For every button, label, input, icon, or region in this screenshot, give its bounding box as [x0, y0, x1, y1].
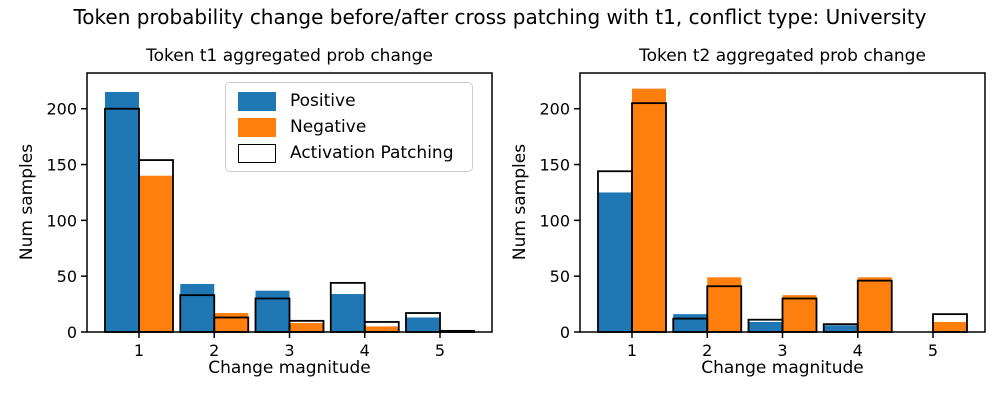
- subplot-t1-yaxis-label: Num samples: [17, 143, 37, 261]
- subplot-t2-xaxis-label: Change magnitude: [701, 358, 864, 378]
- y-tick-label: 200: [539, 100, 570, 119]
- bar-positive: [105, 91, 139, 332]
- legend: Positive Negative Activation Patching: [225, 82, 473, 172]
- x-tick-label: 3: [777, 341, 787, 360]
- bar-positive: [598, 192, 632, 332]
- bar-positive: [255, 290, 290, 332]
- y-tick-label: 200: [46, 100, 77, 119]
- y-tick-label: 50: [550, 267, 570, 286]
- legend-label-activation-patching: Activation Patching: [290, 143, 454, 163]
- x-tick-label: 2: [702, 341, 712, 360]
- bar-positive: [673, 314, 708, 332]
- x-tick-label: 3: [284, 341, 294, 360]
- x-tick-label: 4: [853, 341, 863, 360]
- legend-item-positive: Positive: [238, 89, 460, 113]
- y-tick-label: 0: [560, 323, 570, 342]
- bar-negative: [782, 295, 817, 332]
- x-tick-label: 5: [928, 341, 938, 360]
- x-tick-label: 5: [435, 341, 445, 360]
- y-tick-label: 50: [57, 267, 77, 286]
- x-tick-label: 4: [360, 341, 370, 360]
- figure-title: Token probability change before/after cr…: [73, 5, 927, 29]
- subplot-t1-xaxis-label: Change magnitude: [208, 358, 371, 378]
- bar-negative: [632, 88, 666, 333]
- bar-negative: [214, 313, 249, 332]
- bar-positive: [406, 317, 440, 332]
- bar-negative: [289, 323, 324, 332]
- bar-positive: [823, 325, 858, 332]
- y-tick-label: 100: [539, 211, 570, 230]
- bar-negative: [857, 277, 892, 332]
- y-tick-label: 100: [46, 211, 77, 230]
- legend-swatch-negative-icon: [238, 117, 276, 137]
- y-tick-label: 150: [539, 156, 570, 175]
- legend-item-activation-patching: Activation Patching: [238, 141, 460, 165]
- bar-negative: [364, 326, 399, 332]
- legend-label-positive: Positive: [290, 91, 356, 111]
- legend-swatch-activation-patching-icon: [238, 143, 276, 163]
- subplot-t1-title: Token t1 aggregated prob change: [146, 46, 433, 66]
- x-tick-label: 2: [209, 341, 219, 360]
- bar-positive: [180, 283, 215, 332]
- x-tick-label: 1: [134, 341, 144, 360]
- subplot-t2-yaxis-label: Num samples: [510, 143, 530, 261]
- y-tick-label: 0: [67, 323, 77, 342]
- legend-label-negative: Negative: [290, 117, 367, 137]
- bar-positive: [330, 294, 365, 332]
- x-tick-label: 1: [627, 341, 637, 360]
- subplot-t2-title: Token t2 aggregated prob change: [639, 46, 926, 66]
- legend-swatch-positive-icon: [238, 91, 276, 111]
- legend-item-negative: Negative: [238, 115, 460, 139]
- bar-positive: [748, 321, 783, 332]
- y-tick-label: 150: [46, 156, 77, 175]
- bar-negative: [933, 321, 967, 332]
- bar-negative: [139, 175, 173, 332]
